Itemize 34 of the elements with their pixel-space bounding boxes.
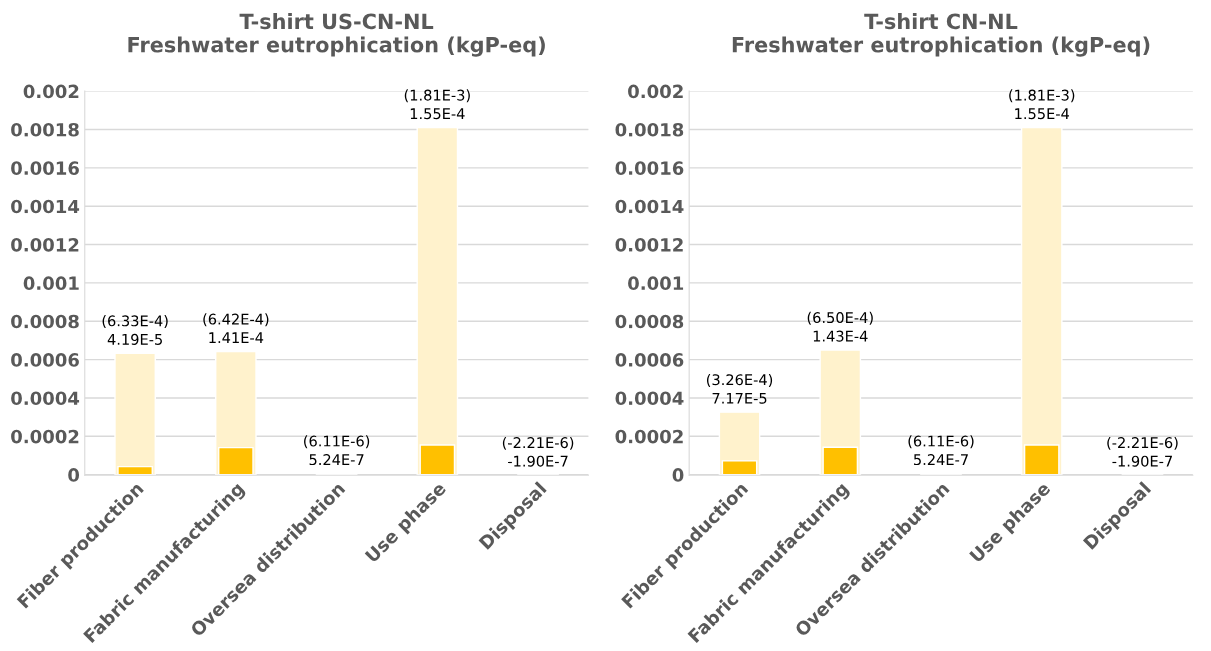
- annotation: (6.50E-4) 1.43E-4: [807, 311, 873, 342]
- annotation: (6.33E-4) 4.19E-5: [102, 315, 168, 345]
- y-tick-label: 0.0006: [615, 353, 684, 367]
- annotation: (6.11E-6) 5.24E-7: [304, 435, 370, 466]
- annotation: (-2.21E-6) -1.90E-7: [502, 436, 574, 467]
- y-tick-label: 0.0016: [615, 161, 684, 175]
- y-tick-label: 0.0002: [615, 429, 683, 444]
- chart-title: T-shirt US-CN-NL Freshwater eutrophication (kgP-eq): [128, 13, 545, 57]
- chart-title: T-shirt CN-NL Freshwater eutrophication (kgP-eq): [732, 13, 1150, 57]
- y-tick-label: 0.0006: [11, 353, 79, 367]
- annotation: (-2.21E-6) -1.90E-7: [1107, 436, 1178, 467]
- y-tick-label: 0.0018: [11, 122, 79, 137]
- y-tick-label: 0.0012: [11, 238, 79, 252]
- y-tick-label: 0.001: [628, 276, 684, 291]
- y-tick-label: 0.0012: [615, 238, 683, 252]
- y-tick-label: 0.0008: [615, 314, 684, 329]
- y-tick-label: 0.0018: [615, 122, 684, 137]
- annotation: (6.42E-4) 1.41E-4: [203, 313, 269, 343]
- y-tick-label: 0.002: [23, 84, 79, 99]
- y-tick-label: 0.001: [23, 276, 79, 291]
- y-tick-label: 0.0014: [11, 199, 80, 214]
- annotation: (1.81E-3) 1.55E-4: [1009, 89, 1075, 120]
- y-tick-label: 0: [68, 468, 80, 482]
- y-tick-label: 0.002: [628, 84, 683, 99]
- y-tick-label: 0.0002: [11, 429, 79, 444]
- y-tick-label: 0.0016: [11, 161, 79, 175]
- y-tick-label: 0: [672, 468, 684, 482]
- y-tick-label: 0.0008: [11, 314, 79, 329]
- y-tick-label: 0.0004: [11, 391, 80, 406]
- annotation: (6.11E-6) 5.24E-7: [908, 435, 974, 466]
- y-tick-label: 0.0004: [615, 391, 684, 406]
- annotation: (3.26E-4) 7.17E-5: [706, 373, 773, 404]
- annotation: (1.81E-3) 1.55E-4: [404, 89, 470, 120]
- y-tick-label: 0.0014: [615, 199, 684, 214]
